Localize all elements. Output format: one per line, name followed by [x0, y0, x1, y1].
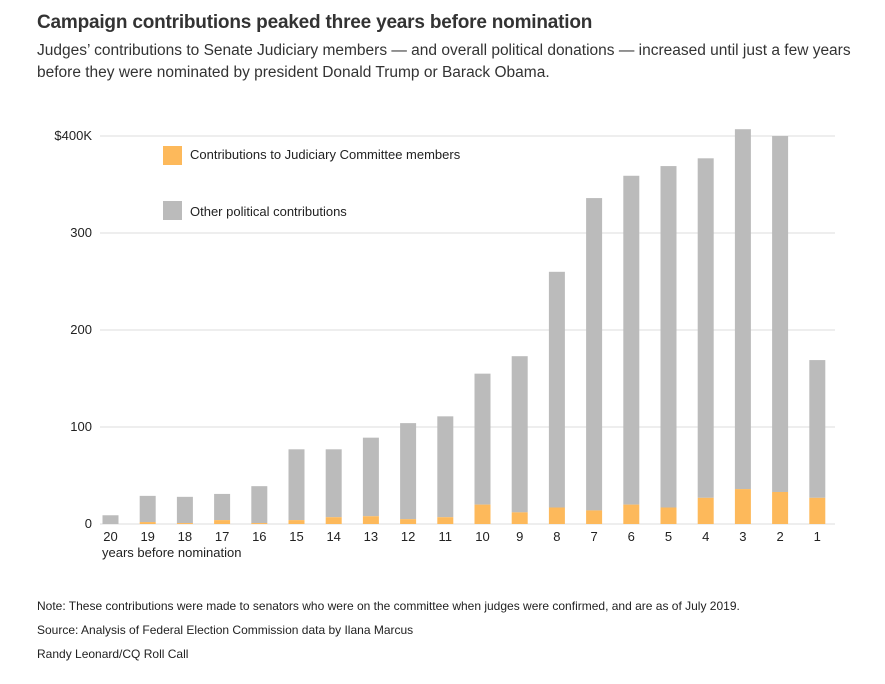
- x-tick-label: 7: [590, 529, 597, 544]
- bar-judiciary: [400, 519, 417, 524]
- x-tick-label: 13: [364, 529, 378, 544]
- bar-other: [511, 356, 528, 513]
- x-tick-label: 11: [439, 529, 453, 544]
- bar-other: [734, 129, 751, 490]
- bar-other: [437, 416, 454, 518]
- bar-other: [362, 437, 379, 517]
- x-tick-label: 19: [140, 529, 154, 544]
- bar-other: [586, 198, 603, 511]
- x-tick-label: 17: [215, 529, 229, 544]
- y-tick-label: 200: [70, 322, 92, 337]
- bar-other: [102, 515, 119, 524]
- bar-other: [139, 495, 156, 523]
- bar-other: [809, 360, 826, 498]
- bar-other: [474, 373, 491, 505]
- y-tick-label: 0: [85, 516, 92, 531]
- bar-judiciary: [325, 517, 342, 524]
- x-tick-label: 10: [475, 529, 489, 544]
- bar-judiciary: [697, 497, 714, 524]
- x-tick-label: 14: [326, 529, 340, 544]
- legend-label-judiciary: Contributions to Judiciary Committee mem…: [190, 147, 461, 162]
- bar-other: [176, 496, 193, 524]
- bar-other: [325, 449, 342, 518]
- x-tick-label: 9: [516, 529, 523, 544]
- bar-judiciary: [214, 520, 231, 524]
- bar-other: [623, 175, 640, 505]
- bar-judiciary: [586, 510, 603, 524]
- bar-judiciary: [809, 497, 826, 524]
- x-tick-label: 20: [103, 529, 117, 544]
- chart-subtitle: Judges’ contributions to Senate Judiciar…: [37, 42, 851, 81]
- x-tick-label: 5: [665, 529, 672, 544]
- bar-judiciary: [139, 522, 156, 524]
- legend-label-other: Other political contributions: [190, 204, 347, 219]
- bar-other: [288, 449, 305, 521]
- bar-judiciary: [176, 523, 193, 524]
- x-tick-label: 3: [739, 529, 746, 544]
- bar-other: [772, 136, 789, 492]
- bar-other: [251, 486, 268, 524]
- bar-judiciary: [474, 504, 491, 524]
- x-tick-label: 2: [776, 529, 783, 544]
- legend-swatch-other: [163, 201, 182, 220]
- y-tick-label: 300: [70, 225, 92, 240]
- bar-judiciary: [623, 504, 640, 524]
- bar-judiciary: [548, 507, 565, 524]
- bar-judiciary: [511, 512, 528, 524]
- source-text: Source: Analysis of Federal Election Com…: [37, 623, 414, 637]
- x-tick-label: 18: [178, 529, 192, 544]
- legend-swatch-judiciary: [163, 146, 182, 165]
- bar-other: [660, 166, 677, 508]
- bar-judiciary: [288, 520, 305, 524]
- x-tick-label: 4: [702, 529, 709, 544]
- bar-judiciary: [772, 491, 789, 524]
- x-tick-label: 6: [628, 529, 635, 544]
- x-tick-label: 16: [252, 529, 266, 544]
- x-tick-label: 12: [401, 529, 415, 544]
- credit-text: Randy Leonard/CQ Roll Call: [37, 647, 189, 661]
- bar-other: [400, 423, 417, 520]
- bar-other: [548, 271, 565, 508]
- bar-judiciary: [251, 523, 268, 524]
- x-tick-label: 8: [553, 529, 560, 544]
- chart-title: Campaign contributions peaked three year…: [37, 12, 593, 33]
- bar-other: [214, 493, 231, 521]
- bar-judiciary: [362, 516, 379, 524]
- bar-other: [697, 158, 714, 498]
- x-tick-label: 15: [289, 529, 303, 544]
- note-text: Note: These contributions were made to s…: [37, 599, 740, 613]
- bar-judiciary: [660, 507, 677, 524]
- x-tick-label: 1: [814, 529, 821, 544]
- bar-judiciary: [734, 489, 751, 524]
- x-axis-label: years before nomination: [102, 545, 241, 560]
- y-tick-label: 100: [70, 419, 92, 434]
- bar-judiciary: [437, 517, 454, 524]
- y-tick-label: $400K: [54, 128, 92, 143]
